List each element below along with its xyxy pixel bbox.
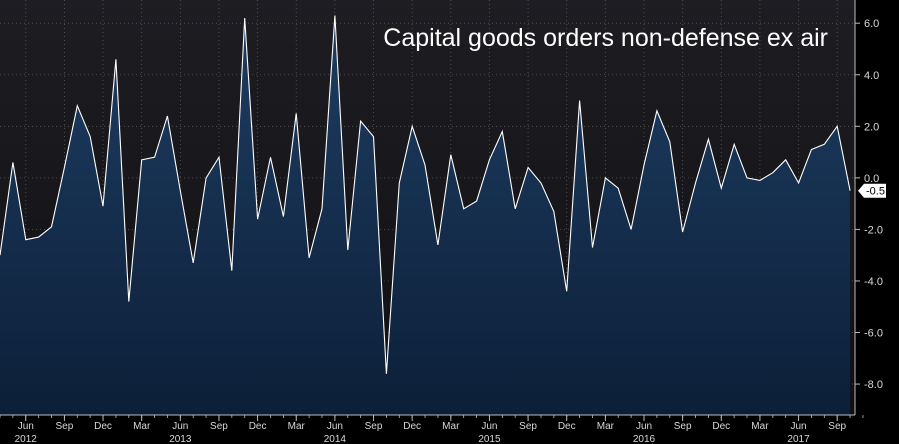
x-year-label: 2016 [633, 434, 656, 444]
y-tick-label: -8.0 [864, 379, 883, 391]
x-month-label: Mar [751, 421, 769, 432]
y-tick-label: -6.0 [864, 328, 883, 340]
last-value-box [858, 183, 886, 198]
last-value-label: -0.5 [866, 186, 885, 198]
chart-title: Capital goods orders non-defense ex air [383, 24, 828, 52]
x-month-label: Jun [636, 421, 652, 432]
series-area [0, 15, 851, 415]
x-month-label: Jun [18, 421, 34, 432]
x-year-label: 2017 [787, 434, 810, 444]
x-month-label: Jun [481, 421, 497, 432]
x-month-label: Jun [327, 421, 343, 432]
x-month-label: Sep [365, 421, 383, 432]
x-axis-ticks: Jun Sep Dec Mar Jun Sep Dec Mar Jun Sep Dec Mar Jun S… [0, 415, 864, 444]
y-tick-label: 0.0 [864, 173, 879, 185]
last-value-marker: -0.5 [858, 183, 886, 198]
x-year-label: 2012 [15, 434, 38, 444]
y-tick-label: 6.0 [864, 18, 879, 30]
x-month-label: Dec [558, 421, 576, 432]
x-month-label: Dec [712, 421, 730, 432]
y-tick-label: 2.0 [864, 121, 879, 133]
x-month-label: Sep [210, 421, 228, 432]
x-year-label: 2015 [478, 434, 501, 444]
y-tick-label: -4.0 [864, 276, 883, 288]
x-month-label: Sep [828, 421, 846, 432]
series-line [0, 15, 851, 374]
y-axis-ticks: 6.0 4.0 2.0 0.0 -2.0 -4.0 -6.0 -8.0 [855, 18, 883, 391]
x-month-label: Dec [249, 421, 267, 432]
x-month-label: Jun [172, 421, 188, 432]
x-month-label: Mar [288, 421, 306, 432]
x-year-label: 2014 [324, 434, 347, 444]
x-year-label: 2013 [169, 434, 192, 444]
x-month-label: Jun [790, 421, 806, 432]
x-month-label: Mar [597, 421, 615, 432]
x-month-label: Sep [56, 421, 74, 432]
x-month-label: Dec [403, 421, 421, 432]
x-month-label: Sep [519, 421, 537, 432]
x-month-label: Mar [442, 421, 460, 432]
x-month-label: Mar [133, 421, 151, 432]
x-month-label: Sep [674, 421, 692, 432]
x-month-label: Dec [94, 421, 112, 432]
y-tick-label: 4.0 [864, 70, 879, 82]
y-tick-label: -2.0 [864, 224, 883, 236]
axes [0, 0, 856, 416]
